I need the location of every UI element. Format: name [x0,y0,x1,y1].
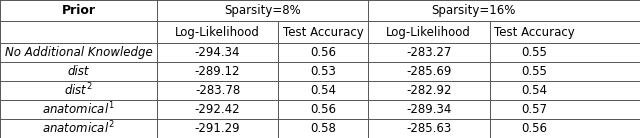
Text: 0.58: 0.58 [310,122,336,135]
Text: $\mathit{anatomical}^2$: $\mathit{anatomical}^2$ [42,120,115,137]
Text: -292.42: -292.42 [195,103,241,116]
Text: $\mathit{anatomical}^1$: $\mathit{anatomical}^1$ [42,101,115,118]
Text: -289.12: -289.12 [195,65,241,78]
Text: -285.69: -285.69 [406,65,451,78]
Text: -283.27: -283.27 [406,46,451,59]
Text: 0.55: 0.55 [522,46,547,59]
Text: 0.56: 0.56 [310,46,336,59]
Text: $\mathit{dist}^2$: $\mathit{dist}^2$ [64,82,93,99]
Text: 0.54: 0.54 [310,84,336,97]
Text: 0.53: 0.53 [310,65,336,78]
Text: 0.57: 0.57 [522,103,547,116]
Text: No Additional Knowledge: No Additional Knowledge [4,46,152,59]
Text: -285.63: -285.63 [406,122,451,135]
Text: -294.34: -294.34 [195,46,241,59]
Text: dist: dist [68,65,89,78]
Text: Log-Likelihood: Log-Likelihood [387,26,471,39]
Text: Sparsity=16%: Sparsity=16% [431,4,516,17]
Text: Test Accuracy: Test Accuracy [494,26,575,39]
Text: Log-Likelihood: Log-Likelihood [175,26,260,39]
Text: Test Accuracy: Test Accuracy [283,26,364,39]
Text: -291.29: -291.29 [195,122,241,135]
Text: 0.55: 0.55 [522,65,547,78]
Text: 0.56: 0.56 [522,122,547,135]
Text: 0.56: 0.56 [310,103,336,116]
Text: Sparsity=8%: Sparsity=8% [224,4,301,17]
Text: -283.78: -283.78 [195,84,240,97]
Text: Prior: Prior [61,4,95,17]
Text: 0.54: 0.54 [522,84,547,97]
Text: -289.34: -289.34 [406,103,451,116]
Text: -282.92: -282.92 [406,84,452,97]
